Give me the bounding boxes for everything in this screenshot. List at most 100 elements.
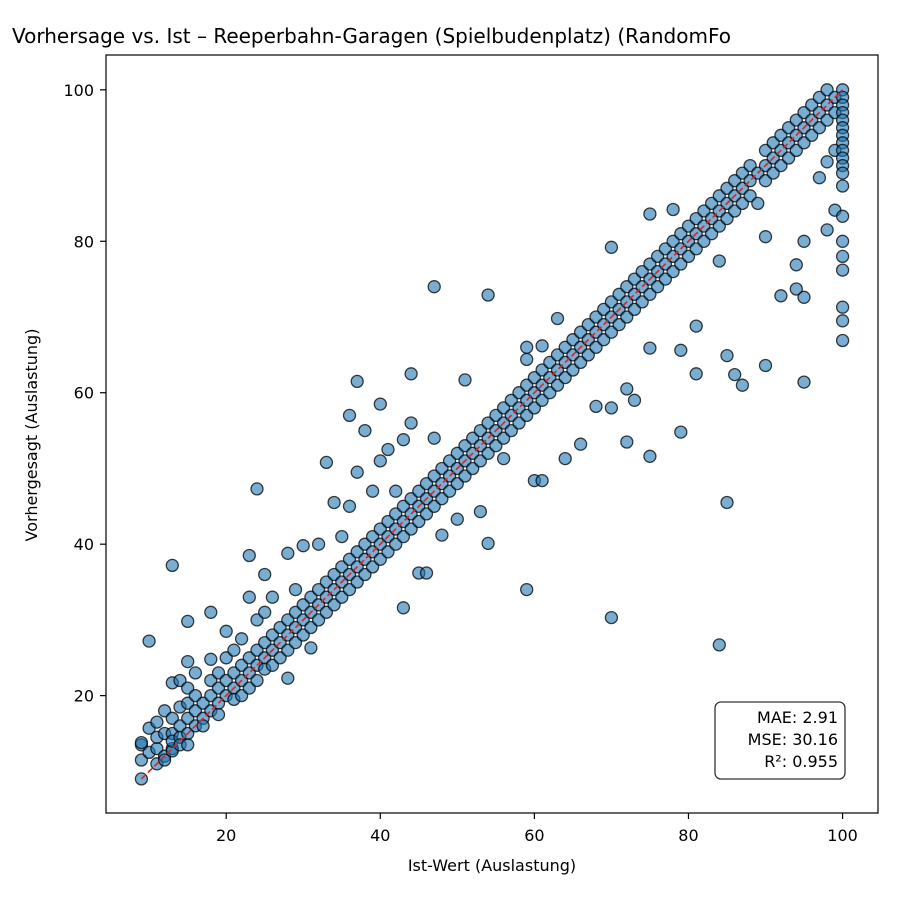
data-point: [265, 590, 280, 604]
data-point: [835, 166, 850, 180]
data-point: [604, 240, 619, 254]
x-tick-label: 60: [524, 826, 544, 845]
data-point: [396, 601, 411, 615]
data-point: [373, 454, 387, 468]
data-point: [643, 449, 657, 463]
data-point: [473, 504, 488, 519]
data-point: [281, 671, 295, 685]
data-point: [396, 433, 411, 447]
x-tick-label: 100: [827, 826, 858, 845]
stats-box-frame: [714, 701, 846, 780]
data-point: [250, 673, 264, 688]
x-tick-label: 80: [678, 826, 698, 845]
data-point: [758, 230, 773, 244]
data-point: [242, 590, 256, 604]
data-point: [181, 654, 195, 669]
data-point: [496, 451, 511, 466]
data-point: [358, 423, 372, 438]
data-point: [150, 715, 164, 729]
data-point: [288, 582, 303, 597]
data-point: [728, 367, 742, 382]
data-point: [435, 528, 449, 542]
data-point: [481, 288, 495, 302]
data-point: [327, 495, 341, 510]
data-point: [712, 254, 726, 268]
data-point: [335, 529, 349, 544]
data-point: [458, 373, 472, 387]
data-point: [535, 339, 549, 353]
x-tick-label: 20: [216, 826, 236, 845]
data-point: [296, 539, 310, 553]
data-point: [812, 171, 827, 185]
stats-line: R²: 0.955: [764, 752, 838, 771]
data-point: [520, 340, 534, 354]
data-point: [835, 263, 850, 277]
data-point: [820, 155, 834, 169]
plot-area: 20 40 60 80 100 20 40 60 80 100: [63, 54, 879, 845]
y-tick-label: 20: [74, 687, 94, 706]
data-point: [365, 484, 380, 498]
data-point: [674, 425, 688, 439]
data-point: [643, 207, 657, 221]
data-point: [535, 473, 549, 488]
data-point: [427, 431, 441, 445]
y-axis-label: Vorhergesagt (Auslastung): [22, 329, 41, 542]
data-point: [311, 537, 326, 551]
data-point: [835, 300, 850, 314]
data-point: [404, 416, 418, 430]
data-point: [258, 605, 272, 619]
data-point: [350, 374, 364, 389]
data-point: [427, 280, 441, 294]
data-point: [550, 311, 565, 326]
data-point: [620, 435, 634, 449]
data-point: [258, 567, 272, 582]
data-point: [751, 196, 765, 211]
data-point: [188, 666, 203, 680]
data-point: [234, 632, 249, 646]
data-point: [666, 202, 680, 217]
data-point: [835, 333, 850, 348]
data-point: [142, 634, 156, 648]
data-point: [350, 465, 364, 479]
data-point: [196, 719, 210, 733]
data-point: [589, 399, 603, 414]
data-point: [281, 546, 295, 560]
data-point: [342, 499, 357, 513]
data-point: [157, 753, 172, 767]
data-point: [181, 614, 195, 629]
data-point: [304, 641, 318, 655]
data-point: [712, 638, 726, 652]
data-point: [835, 234, 850, 248]
data-point: [735, 378, 750, 392]
data-point: [219, 624, 233, 638]
data-point: [389, 484, 403, 498]
data-point: [520, 582, 534, 597]
data-point: [820, 223, 834, 237]
data-point: [558, 451, 572, 466]
data-point: [835, 209, 850, 223]
data-point: [797, 290, 811, 304]
data-point: [797, 375, 811, 389]
y-tick-label: 80: [74, 232, 94, 251]
plot-frame: [105, 54, 879, 814]
data-point: [774, 289, 788, 303]
y-tick-label: 60: [74, 384, 94, 403]
data-point: [835, 249, 850, 264]
data-point: [720, 495, 734, 510]
data-point: [204, 652, 218, 666]
data-point: [758, 358, 773, 373]
data-point: [643, 341, 657, 355]
data-point: [134, 735, 149, 750]
data-point: [620, 382, 634, 396]
data-point: [835, 179, 850, 193]
stats-line: MAE: 2.91: [757, 708, 838, 727]
data-point: [789, 282, 803, 296]
data-point: [797, 234, 811, 248]
data-point: [342, 408, 357, 423]
data-point: [689, 367, 703, 381]
data-point: [835, 314, 850, 328]
reference-line: [140, 89, 844, 780]
data-point: [250, 482, 264, 496]
data-point: [242, 548, 256, 563]
